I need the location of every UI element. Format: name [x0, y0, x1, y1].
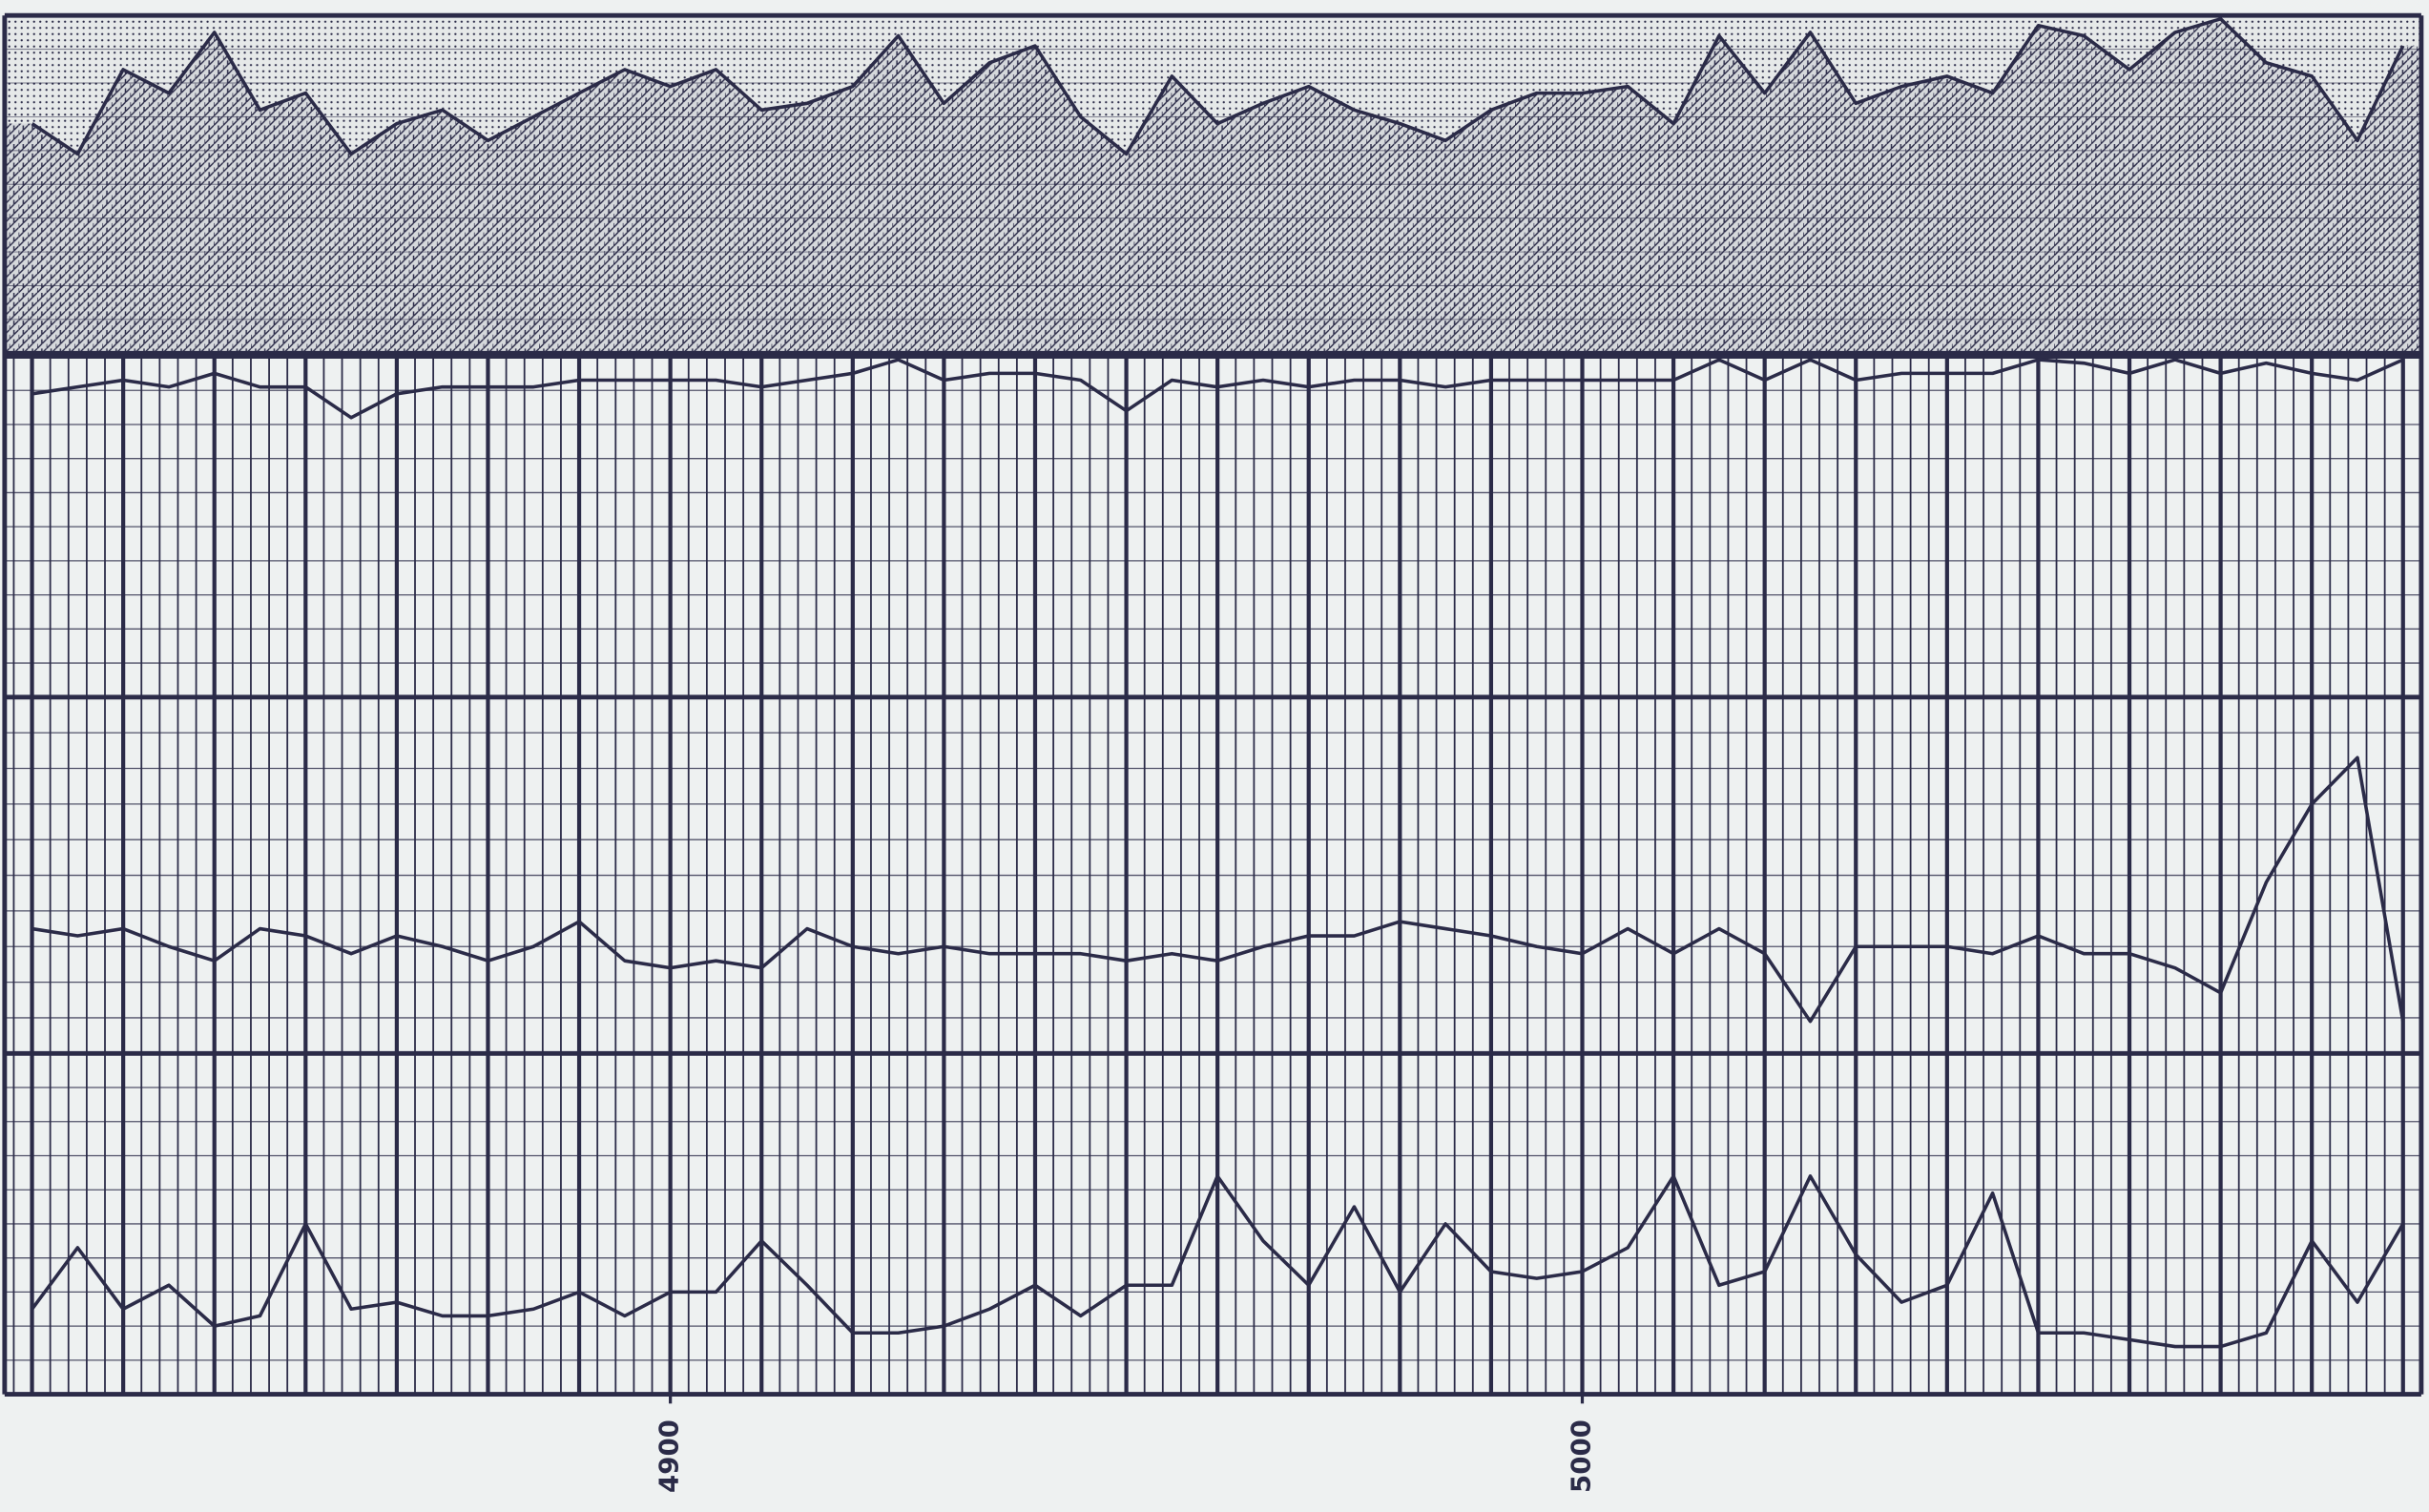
dotted-area — [4, 15, 2421, 155]
depth-label: 4900 — [654, 1419, 685, 1493]
log-curve — [31, 1174, 2405, 1349]
log-curve — [31, 17, 2405, 156]
log-curve — [31, 358, 2404, 420]
depth-label: 5000 — [1565, 1419, 1596, 1493]
log-curve — [31, 756, 2405, 1024]
